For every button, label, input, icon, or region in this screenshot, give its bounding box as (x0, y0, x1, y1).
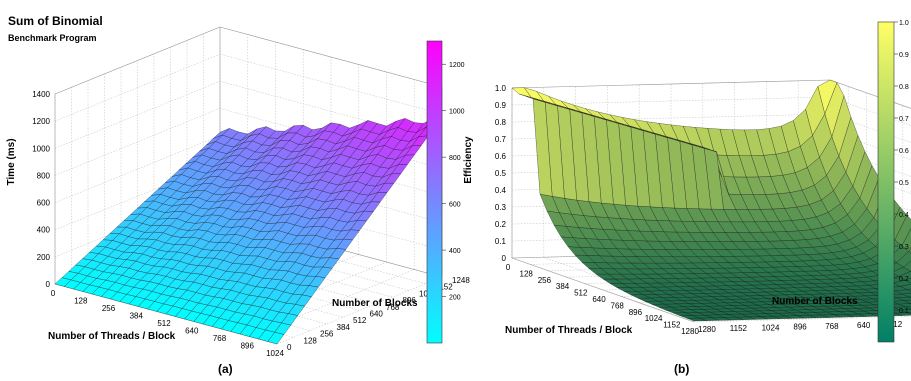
tick-label: 1152 (436, 283, 454, 292)
tick-label: 384 (130, 312, 144, 321)
tick-label: 1152 (663, 321, 681, 330)
tick-label: 384 (337, 323, 351, 332)
colorbar-ticks: 0.1 0.2 0.3 0.4 0.5 0.6 0.7 0.8 0.9 1.0 (894, 20, 909, 315)
tick-label: 768 (213, 334, 227, 343)
chart-subtitle: Benchmark Program (8, 33, 97, 43)
tick-label: 1280 (698, 325, 716, 334)
colorbar-tick-label: 600 (449, 202, 461, 209)
tick-label: 0 (502, 254, 507, 263)
x-axis-label: Number of Threads / Block (48, 331, 176, 342)
tick-label: 640 (185, 327, 199, 336)
colorbar-tick-label: 200 (449, 295, 461, 302)
colorbar (877, 21, 895, 343)
z-axis-label: Efficiency (463, 136, 474, 184)
tick-label: 1024 (762, 323, 780, 332)
y-axis-label: Number of Blocks (772, 296, 858, 307)
tick-label: 0 (46, 280, 51, 289)
colorbar-tick-label: 0.1 (899, 308, 909, 315)
tick-label: 0 (51, 289, 56, 298)
tick-label: 512 (157, 319, 171, 328)
surface (511, 79, 911, 322)
tick-label: 800 (37, 171, 51, 180)
tick-label: 1.0 (495, 84, 507, 93)
tick-label: 0.6 (495, 152, 507, 161)
tick-label: 384 (556, 282, 570, 291)
tick-label: 768 (611, 301, 625, 310)
tick-label: 640 (370, 310, 384, 319)
tick-label: 512 (889, 320, 903, 329)
colorbar-tick-label: 0.8 (899, 84, 909, 91)
colorbar-tick-label: 800 (449, 155, 461, 162)
colorbar-tick-label: 0.5 (899, 180, 909, 187)
caption-a: (a) (218, 362, 233, 376)
tick-label: 1152 (730, 324, 748, 333)
tick-label: 640 (857, 321, 871, 330)
colorbar-tick-label: 0.2 (899, 276, 909, 283)
tick-label: 128 (520, 269, 534, 278)
tick-label: 512 (353, 316, 367, 325)
tick-label: 1280 (681, 327, 699, 336)
tick-labels: 0128256384512640768896102401282563845126… (32, 90, 470, 358)
colorbar-tick-label: 400 (449, 248, 461, 255)
panel-a: 0128256384512640768896102401282563845126… (6, 14, 470, 376)
z-axis-label: Time (ms) (6, 138, 17, 185)
tick-label: 200 (37, 253, 51, 262)
tick-label: 768 (386, 303, 400, 312)
chart-title: Sum of Binomial (8, 14, 103, 28)
colorbar-tick-label: 1200 (449, 62, 465, 69)
colorbar-tick-label: 1.0 (899, 20, 909, 27)
tick-label: 1248 (452, 276, 470, 285)
tick-label: 600 (37, 199, 51, 208)
colorbar-tick-label: 0.6 (899, 148, 909, 155)
colorbar-ticks: 200 400 600 800 1000 1200 (442, 62, 465, 302)
tick-label: 640 (592, 295, 606, 304)
tick-label: 0.7 (495, 135, 507, 144)
tick-label: 128 (304, 336, 318, 345)
x-axis-label: Number of Threads / Block (505, 325, 633, 336)
colorbar-tick-label: 0.9 (899, 52, 909, 59)
tick-label: 128 (74, 297, 88, 306)
colorbar-tick-label: 0.4 (899, 212, 909, 219)
tick-label: 0.5 (495, 169, 507, 178)
tick-label: 0.1 (495, 237, 507, 246)
tick-label: 0.8 (495, 118, 507, 127)
colorbar-tick-label: 0.7 (899, 116, 909, 123)
tick-label: 256 (538, 276, 552, 285)
tick-label: 896 (403, 296, 417, 305)
tick-label: 400 (37, 226, 51, 235)
tick-label: 896 (629, 308, 643, 317)
tick-label: 256 (320, 330, 334, 339)
tick-label: 896 (793, 323, 807, 332)
tick-label: 1024 (645, 314, 663, 323)
tick-label: 0 (287, 343, 292, 352)
caption-b: (b) (674, 362, 689, 376)
colorbar-tick-label: 0.3 (899, 244, 909, 251)
tick-label: 1024 (266, 349, 284, 358)
tick-label: 768 (825, 322, 839, 331)
tick-label: 0.3 (495, 203, 507, 212)
tick-label: 0.2 (495, 220, 507, 229)
tick-label: 0.9 (495, 101, 507, 110)
tick-label: 0.4 (495, 186, 507, 195)
colorbar (426, 40, 443, 344)
tick-label: 896 (241, 342, 255, 351)
tick-label: 1200 (32, 117, 50, 126)
y-axis-label: Number of Blocks (332, 298, 418, 309)
tick-label: 256 (102, 304, 116, 313)
surface (54, 116, 443, 345)
tick-label: 1400 (32, 90, 50, 99)
tick-label: 512 (574, 289, 588, 298)
colorbar-tick-label: 1000 (449, 109, 465, 116)
tick-label: 0 (506, 263, 511, 272)
tick-label: 1000 (32, 144, 50, 153)
